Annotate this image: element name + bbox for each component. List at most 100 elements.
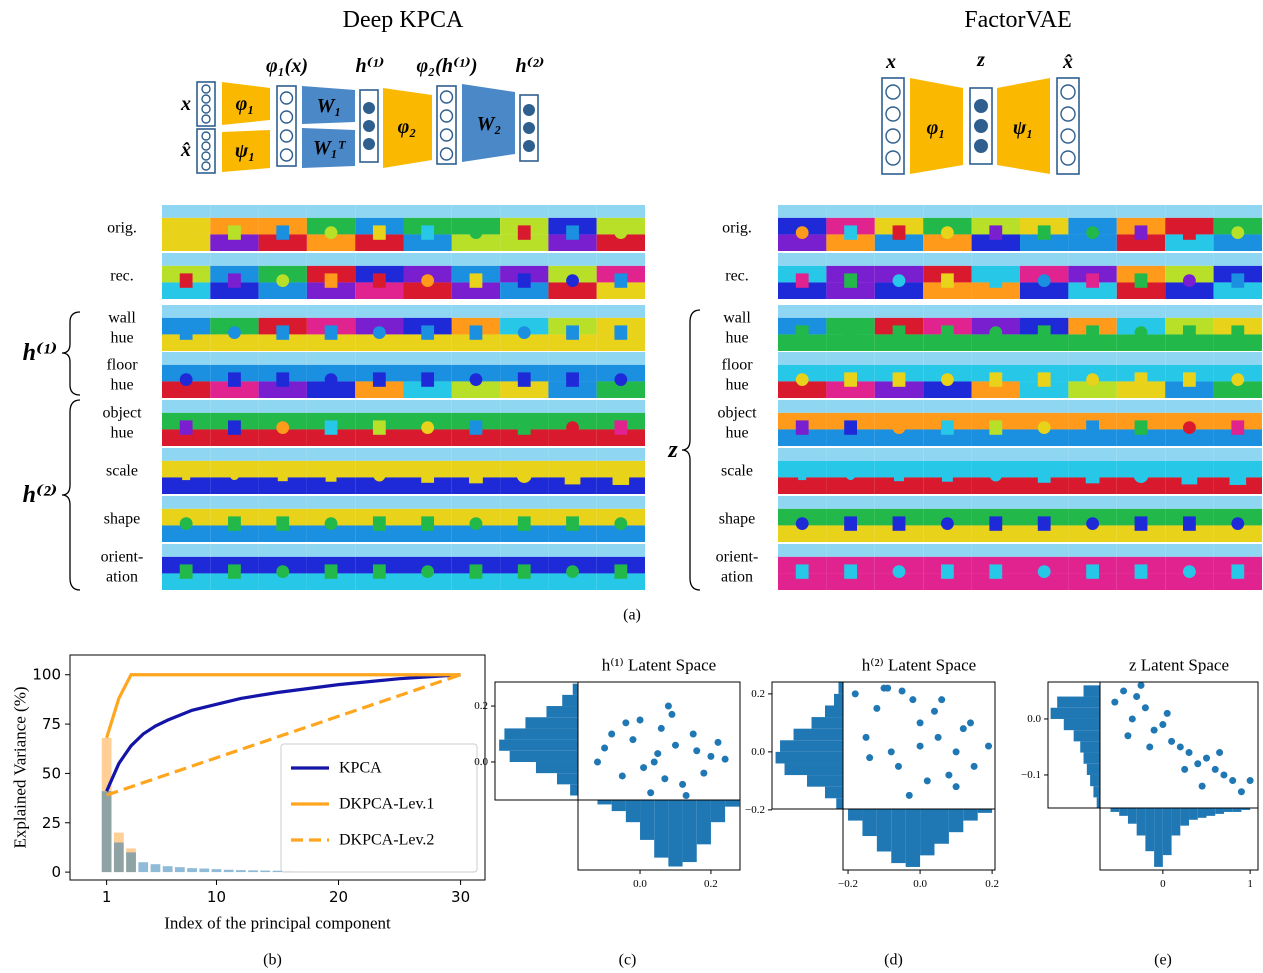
thumb-sky xyxy=(452,253,500,266)
thumbnail xyxy=(307,253,355,299)
thumbnail xyxy=(1117,253,1165,299)
hist-bar xyxy=(626,800,640,822)
thumb-object xyxy=(325,564,338,578)
hist-bar xyxy=(612,800,626,811)
thumb-sky xyxy=(826,400,874,413)
thumb-object xyxy=(1038,421,1051,434)
point xyxy=(619,772,626,779)
thumbnail xyxy=(597,400,645,446)
point xyxy=(1203,755,1210,762)
thumb-sky xyxy=(500,205,548,218)
thumb-sky xyxy=(548,253,596,266)
thumbnail xyxy=(210,448,258,494)
thumb-object xyxy=(566,372,579,386)
thumbnail xyxy=(404,205,452,251)
y-tick-label: 75 xyxy=(42,715,61,733)
thumb-sky xyxy=(597,253,645,266)
thumbnail xyxy=(307,205,355,251)
bar xyxy=(248,870,258,872)
thumb-sky xyxy=(404,400,452,413)
hist-bar xyxy=(785,763,843,775)
thumb-sky xyxy=(404,448,452,461)
kpca-diagram: x x̂ φ₁ ψ₁ φ₁(x) W₁ W₁ᵀ h⁽¹⁾ φ₂ φ₂(h⁽¹⁾)… xyxy=(180,55,545,173)
thumbnail xyxy=(923,496,971,542)
thumb-sky xyxy=(923,496,971,509)
thumb-object xyxy=(421,516,434,530)
thumbnail xyxy=(500,448,548,494)
thumbnail xyxy=(355,544,403,590)
thumb-object xyxy=(1086,517,1099,530)
thumb-sky xyxy=(923,448,971,461)
thumb-sky xyxy=(355,544,403,557)
thumb-object xyxy=(566,565,579,578)
thumb-sky xyxy=(826,253,874,266)
thumb-sky xyxy=(826,448,874,461)
thumbnail xyxy=(923,448,971,494)
thumbnail xyxy=(162,205,210,251)
thumb-object xyxy=(470,373,483,386)
thumbnail xyxy=(1117,400,1165,446)
thumb-object xyxy=(373,372,386,386)
thumb-sky xyxy=(1165,253,1213,266)
thumbnail xyxy=(826,400,874,446)
bar xyxy=(102,791,112,872)
thumb-object xyxy=(1134,468,1149,483)
hist-bar xyxy=(1110,808,1119,812)
thumb-sky xyxy=(548,205,596,218)
thumbnail xyxy=(875,400,923,446)
thumbnail xyxy=(1214,352,1262,398)
x-tick-label: −0.2 xyxy=(838,878,858,890)
thumbnail xyxy=(548,544,596,590)
hist-bar xyxy=(812,717,843,729)
thumb-object xyxy=(614,564,627,578)
y-tick-label: 0.2 xyxy=(474,700,488,712)
hist-bar xyxy=(1074,730,1100,741)
thumbnail xyxy=(1165,305,1213,351)
point xyxy=(1120,687,1127,694)
thumbnail xyxy=(307,544,355,590)
point xyxy=(1247,777,1254,784)
charts: 11020300255075100Index of the principal … xyxy=(11,655,1259,969)
hist-bar xyxy=(920,809,934,855)
point xyxy=(884,685,891,692)
thumbnail xyxy=(210,205,258,251)
thumb-sky xyxy=(259,544,307,557)
hist-bar xyxy=(825,705,843,717)
point xyxy=(953,748,960,755)
hist-bar xyxy=(807,775,843,787)
thumb-sky xyxy=(1117,544,1165,557)
thumb-sky xyxy=(1214,400,1262,413)
thumb-sky xyxy=(210,305,258,318)
thumbnail xyxy=(355,352,403,398)
thumbnail xyxy=(452,400,500,446)
thumb-object xyxy=(893,516,906,530)
thumb-sky xyxy=(972,253,1020,266)
point xyxy=(622,719,629,726)
thumbnail xyxy=(210,352,258,398)
brace xyxy=(62,400,80,590)
thumb-sky xyxy=(307,305,355,318)
point xyxy=(683,792,690,799)
row-label: floor xyxy=(106,357,138,374)
thumb-sky xyxy=(210,496,258,509)
thumbnail xyxy=(500,253,548,299)
thumbnail xyxy=(597,305,645,351)
thumbnail xyxy=(875,205,923,251)
thumb-sky xyxy=(972,205,1020,218)
thumb-object xyxy=(614,420,627,434)
thumbnail xyxy=(1117,448,1165,494)
thumb-sky xyxy=(1068,448,1116,461)
thumbnail xyxy=(1117,544,1165,590)
thumbnail xyxy=(500,305,548,351)
hist-bar xyxy=(1080,741,1100,752)
thumb-object xyxy=(1183,372,1196,386)
thumbnail xyxy=(923,253,971,299)
thumb-object xyxy=(373,516,386,530)
thumb-sky xyxy=(923,305,971,318)
thumbnail xyxy=(1068,352,1116,398)
point xyxy=(1124,732,1131,739)
thumb-sky xyxy=(1020,496,1068,509)
y-tick-label: 25 xyxy=(42,814,61,832)
thumb-sky xyxy=(404,253,452,266)
hist-bar xyxy=(536,762,578,773)
